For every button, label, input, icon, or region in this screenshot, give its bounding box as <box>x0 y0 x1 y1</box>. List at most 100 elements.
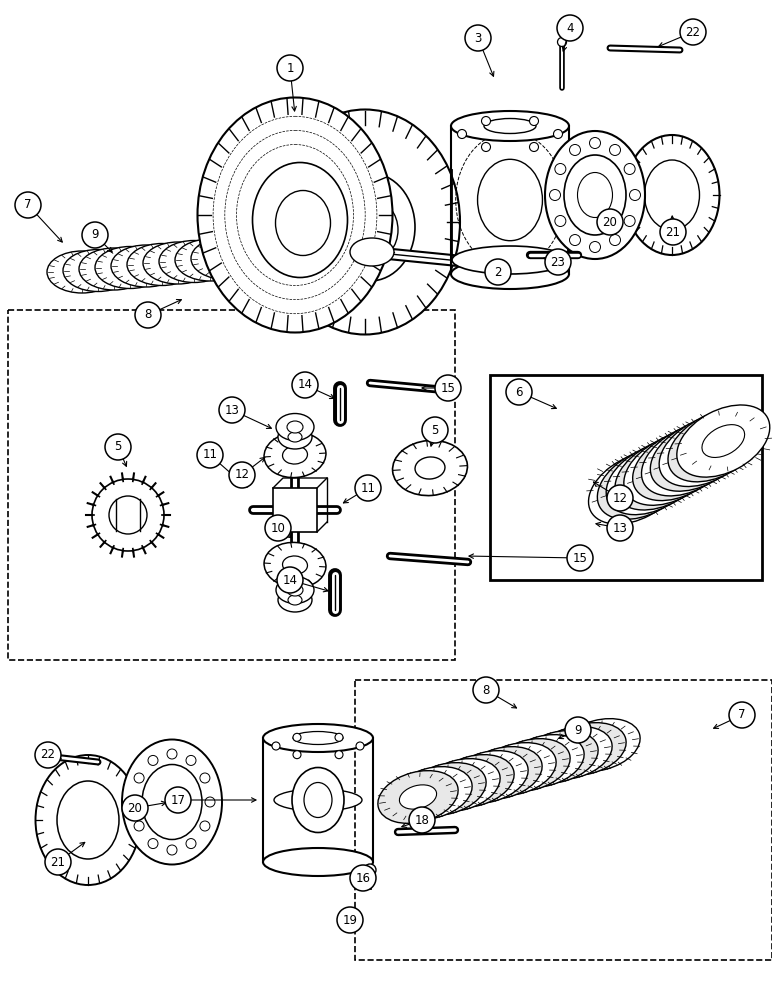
Ellipse shape <box>278 588 312 612</box>
Ellipse shape <box>146 254 178 274</box>
Ellipse shape <box>631 462 674 495</box>
Ellipse shape <box>350 238 394 266</box>
Ellipse shape <box>555 216 566 227</box>
Ellipse shape <box>530 142 539 151</box>
Ellipse shape <box>142 764 202 840</box>
Ellipse shape <box>483 761 520 785</box>
Ellipse shape <box>577 172 612 218</box>
Ellipse shape <box>676 439 718 472</box>
Ellipse shape <box>406 763 486 815</box>
Ellipse shape <box>205 797 215 807</box>
Ellipse shape <box>684 434 727 467</box>
Text: 9: 9 <box>574 724 582 736</box>
Ellipse shape <box>287 584 303 596</box>
Ellipse shape <box>497 757 534 781</box>
Ellipse shape <box>167 749 177 759</box>
Bar <box>355 680 772 960</box>
Circle shape <box>277 567 303 593</box>
Ellipse shape <box>622 467 665 500</box>
Ellipse shape <box>570 144 581 155</box>
Ellipse shape <box>348 200 398 260</box>
Text: 15: 15 <box>441 381 455 394</box>
Text: 1: 1 <box>286 62 294 75</box>
Text: 12: 12 <box>612 491 628 504</box>
Ellipse shape <box>658 448 700 481</box>
Ellipse shape <box>667 443 709 476</box>
Ellipse shape <box>567 737 604 761</box>
Ellipse shape <box>263 724 373 752</box>
Circle shape <box>45 849 71 875</box>
Ellipse shape <box>434 755 514 807</box>
Ellipse shape <box>276 190 330 255</box>
Ellipse shape <box>399 785 437 809</box>
Polygon shape <box>273 488 317 532</box>
Ellipse shape <box>557 37 567 46</box>
Circle shape <box>409 807 435 833</box>
Text: 7: 7 <box>738 708 746 722</box>
Ellipse shape <box>210 248 242 268</box>
Text: 13: 13 <box>225 403 239 416</box>
Ellipse shape <box>414 781 451 805</box>
Circle shape <box>122 795 148 821</box>
Circle shape <box>165 787 191 813</box>
Ellipse shape <box>66 262 98 282</box>
Circle shape <box>422 417 448 443</box>
Ellipse shape <box>526 749 563 773</box>
Ellipse shape <box>625 135 720 255</box>
Ellipse shape <box>276 414 314 440</box>
Ellipse shape <box>288 432 302 442</box>
Text: 16: 16 <box>355 871 371 884</box>
Ellipse shape <box>615 438 708 510</box>
Ellipse shape <box>194 250 226 270</box>
Circle shape <box>197 442 223 468</box>
Ellipse shape <box>518 731 598 783</box>
Ellipse shape <box>264 542 326 588</box>
Ellipse shape <box>624 433 717 505</box>
Ellipse shape <box>288 595 302 605</box>
Circle shape <box>265 515 291 541</box>
Ellipse shape <box>283 446 307 464</box>
Ellipse shape <box>283 556 307 574</box>
Ellipse shape <box>167 845 177 855</box>
Text: 9: 9 <box>91 229 99 241</box>
Ellipse shape <box>252 162 347 277</box>
Ellipse shape <box>598 447 690 519</box>
Ellipse shape <box>79 248 149 290</box>
Circle shape <box>82 222 108 248</box>
Ellipse shape <box>342 912 358 928</box>
Ellipse shape <box>63 249 133 292</box>
Text: 21: 21 <box>665 226 680 238</box>
Text: 11: 11 <box>361 482 375 494</box>
Ellipse shape <box>346 916 354 924</box>
Ellipse shape <box>415 457 445 479</box>
Ellipse shape <box>335 751 343 759</box>
Ellipse shape <box>186 755 196 765</box>
Ellipse shape <box>448 751 528 803</box>
Ellipse shape <box>325 173 415 281</box>
Ellipse shape <box>532 727 612 779</box>
Ellipse shape <box>677 405 770 477</box>
Ellipse shape <box>550 190 560 200</box>
Circle shape <box>465 25 491 51</box>
Ellipse shape <box>545 131 645 259</box>
Ellipse shape <box>455 769 493 793</box>
Ellipse shape <box>469 765 506 789</box>
Ellipse shape <box>659 414 752 487</box>
Ellipse shape <box>649 453 692 486</box>
Text: 23: 23 <box>550 255 565 268</box>
Text: 20: 20 <box>603 216 618 229</box>
Circle shape <box>607 485 633 511</box>
Ellipse shape <box>356 742 364 750</box>
Circle shape <box>355 475 381 501</box>
Ellipse shape <box>588 452 682 524</box>
Text: 13: 13 <box>612 522 628 534</box>
Circle shape <box>35 742 61 768</box>
Text: 7: 7 <box>24 198 32 212</box>
Ellipse shape <box>554 741 591 765</box>
Circle shape <box>350 865 376 891</box>
Ellipse shape <box>278 425 312 449</box>
Ellipse shape <box>186 839 196 849</box>
Ellipse shape <box>392 767 472 819</box>
Ellipse shape <box>702 425 745 457</box>
Text: 10: 10 <box>270 522 286 534</box>
